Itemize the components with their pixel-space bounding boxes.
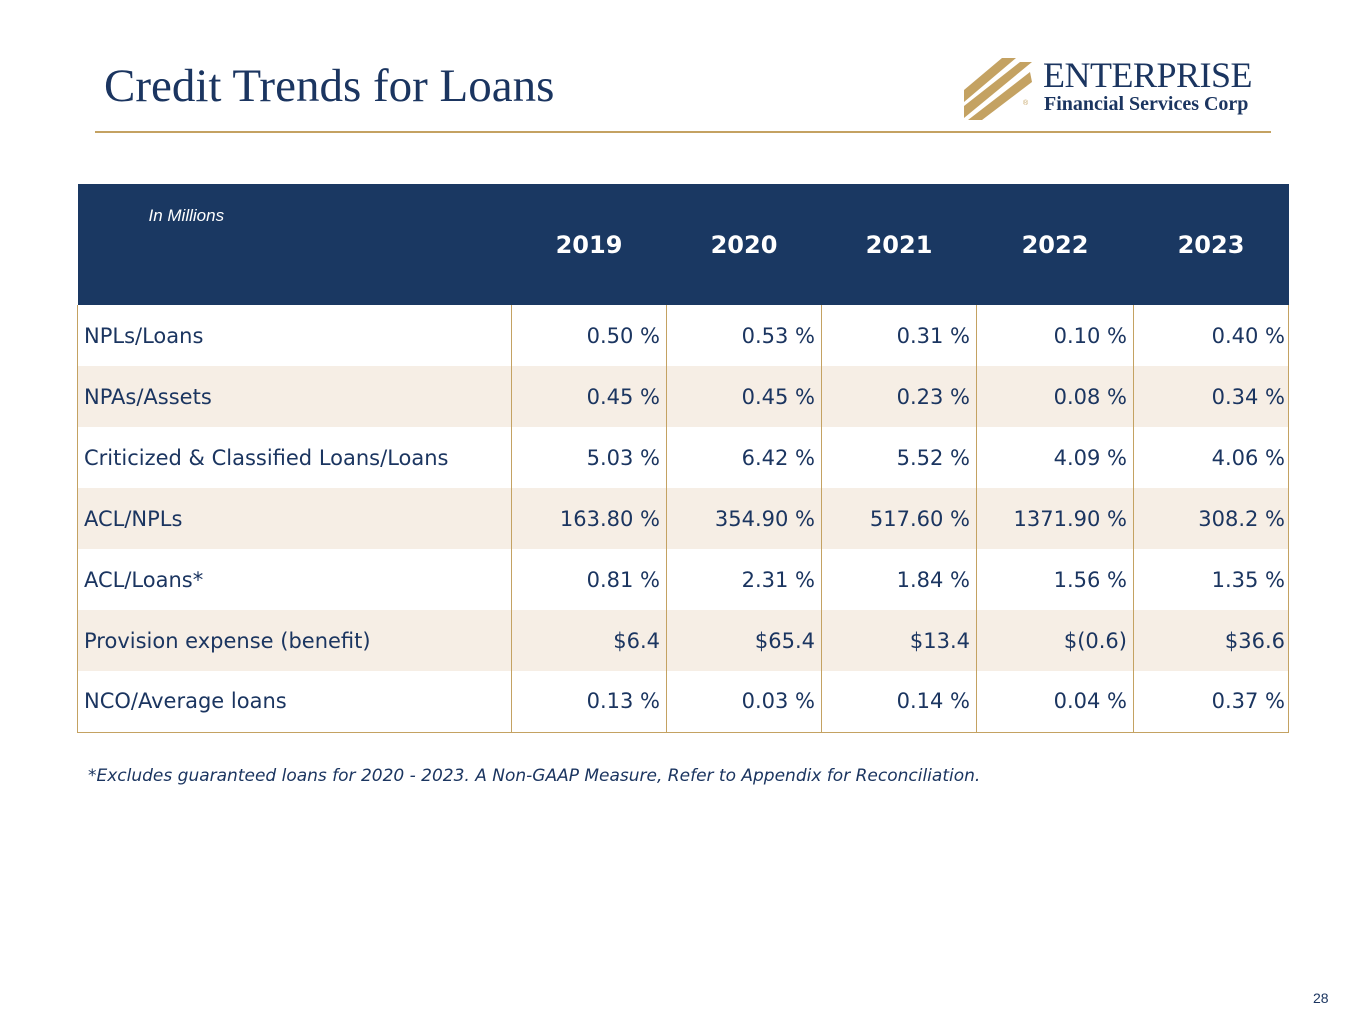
year-header: 2021 — [821, 184, 977, 305]
table-row: NPLs/Loans 0.50 % 0.53 % 0.31 % 0.10 % 0… — [77, 305, 1289, 366]
year-header: 2023 — [1133, 184, 1289, 305]
row-value: 0.03 % — [666, 671, 822, 733]
row-value: 308.2 % — [1133, 488, 1289, 549]
row-label: NCO/Average loans — [77, 671, 512, 733]
row-value: 0.34 % — [1133, 366, 1289, 427]
row-value: 0.50 % — [511, 305, 667, 366]
row-label: NPLs/Loans — [77, 305, 512, 366]
row-value: 354.90 % — [666, 488, 822, 549]
year-header: 2022 — [976, 184, 1134, 305]
footnote: *Excludes guaranteed loans for 2020 - 20… — [88, 766, 981, 786]
row-value: $13.4 — [821, 610, 977, 671]
row-value: 1.35 % — [1133, 549, 1289, 610]
header-row: In Millions 2019 2020 2021 2022 2023 — [77, 184, 1289, 305]
page-title: Credit Trends for Loans — [104, 60, 555, 112]
row-label: Provision expense (benefit) — [77, 610, 512, 671]
row-value: 4.06 % — [1133, 427, 1289, 488]
logo-name: ENTERPRISE — [1043, 55, 1253, 95]
header-corner-cell: In Millions — [77, 184, 512, 305]
row-value: 517.60 % — [821, 488, 977, 549]
row-value: 1371.90 % — [976, 488, 1134, 549]
row-label: ACL/Loans* — [77, 549, 512, 610]
row-value: 0.14 % — [821, 671, 977, 733]
row-value: $36.6 — [1133, 610, 1289, 671]
row-value: 0.45 % — [666, 366, 822, 427]
row-value: 0.10 % — [976, 305, 1134, 366]
row-value: $65.4 — [666, 610, 822, 671]
row-label: NPAs/Assets — [77, 366, 512, 427]
logo-subtitle: Financial Services Corp — [1044, 93, 1249, 115]
credit-trends-table: In Millions 2019 2020 2021 2022 2023 NPL… — [77, 184, 1289, 733]
table-row: NPAs/Assets 0.45 % 0.45 % 0.23 % 0.08 % … — [77, 366, 1289, 427]
row-value: 0.37 % — [1133, 671, 1289, 733]
row-value: 0.40 % — [1133, 305, 1289, 366]
row-value: 0.04 % — [976, 671, 1134, 733]
row-value: 0.08 % — [976, 366, 1134, 427]
row-label: Criticized & Classified Loans/Loans — [77, 427, 512, 488]
table-row: ACL/Loans* 0.81 % 2.31 % 1.84 % 1.56 % 1… — [77, 549, 1289, 610]
row-value: 1.56 % — [976, 549, 1134, 610]
row-value: 0.45 % — [511, 366, 667, 427]
page-number: 28 — [1313, 990, 1329, 1006]
row-value: 1.84 % — [821, 549, 977, 610]
row-value: $(0.6) — [976, 610, 1134, 671]
table-row: NCO/Average loans 0.13 % 0.03 % 0.14 % 0… — [77, 671, 1289, 733]
row-value: 2.31 % — [666, 549, 822, 610]
row-value: 5.03 % — [511, 427, 667, 488]
row-value: 0.13 % — [511, 671, 667, 733]
table-row: ACL/NPLs 163.80 % 354.90 % 517.60 % 1371… — [77, 488, 1289, 549]
row-value: 0.53 % — [666, 305, 822, 366]
year-header: 2019 — [511, 184, 667, 305]
row-value: 0.31 % — [821, 305, 977, 366]
table-row: Criticized & Classified Loans/Loans 5.03… — [77, 427, 1289, 488]
company-logo: ® ENTERPRISE Financial Services Corp — [962, 56, 1274, 122]
row-value: 6.42 % — [666, 427, 822, 488]
row-value: 4.09 % — [976, 427, 1134, 488]
table-row: Provision expense (benefit) $6.4 $65.4 $… — [77, 610, 1289, 671]
row-value: 0.23 % — [821, 366, 977, 427]
row-value: 5.52 % — [821, 427, 977, 488]
title-divider — [95, 131, 1271, 133]
registered-mark: ® — [1023, 100, 1029, 107]
row-value: 163.80 % — [511, 488, 667, 549]
enterprise-stripes-icon — [964, 58, 1032, 120]
year-header: 2020 — [666, 184, 822, 305]
row-label: ACL/NPLs — [77, 488, 512, 549]
row-value: $6.4 — [511, 610, 667, 671]
units-caption: In Millions — [148, 206, 225, 225]
row-value: 0.81 % — [511, 549, 667, 610]
